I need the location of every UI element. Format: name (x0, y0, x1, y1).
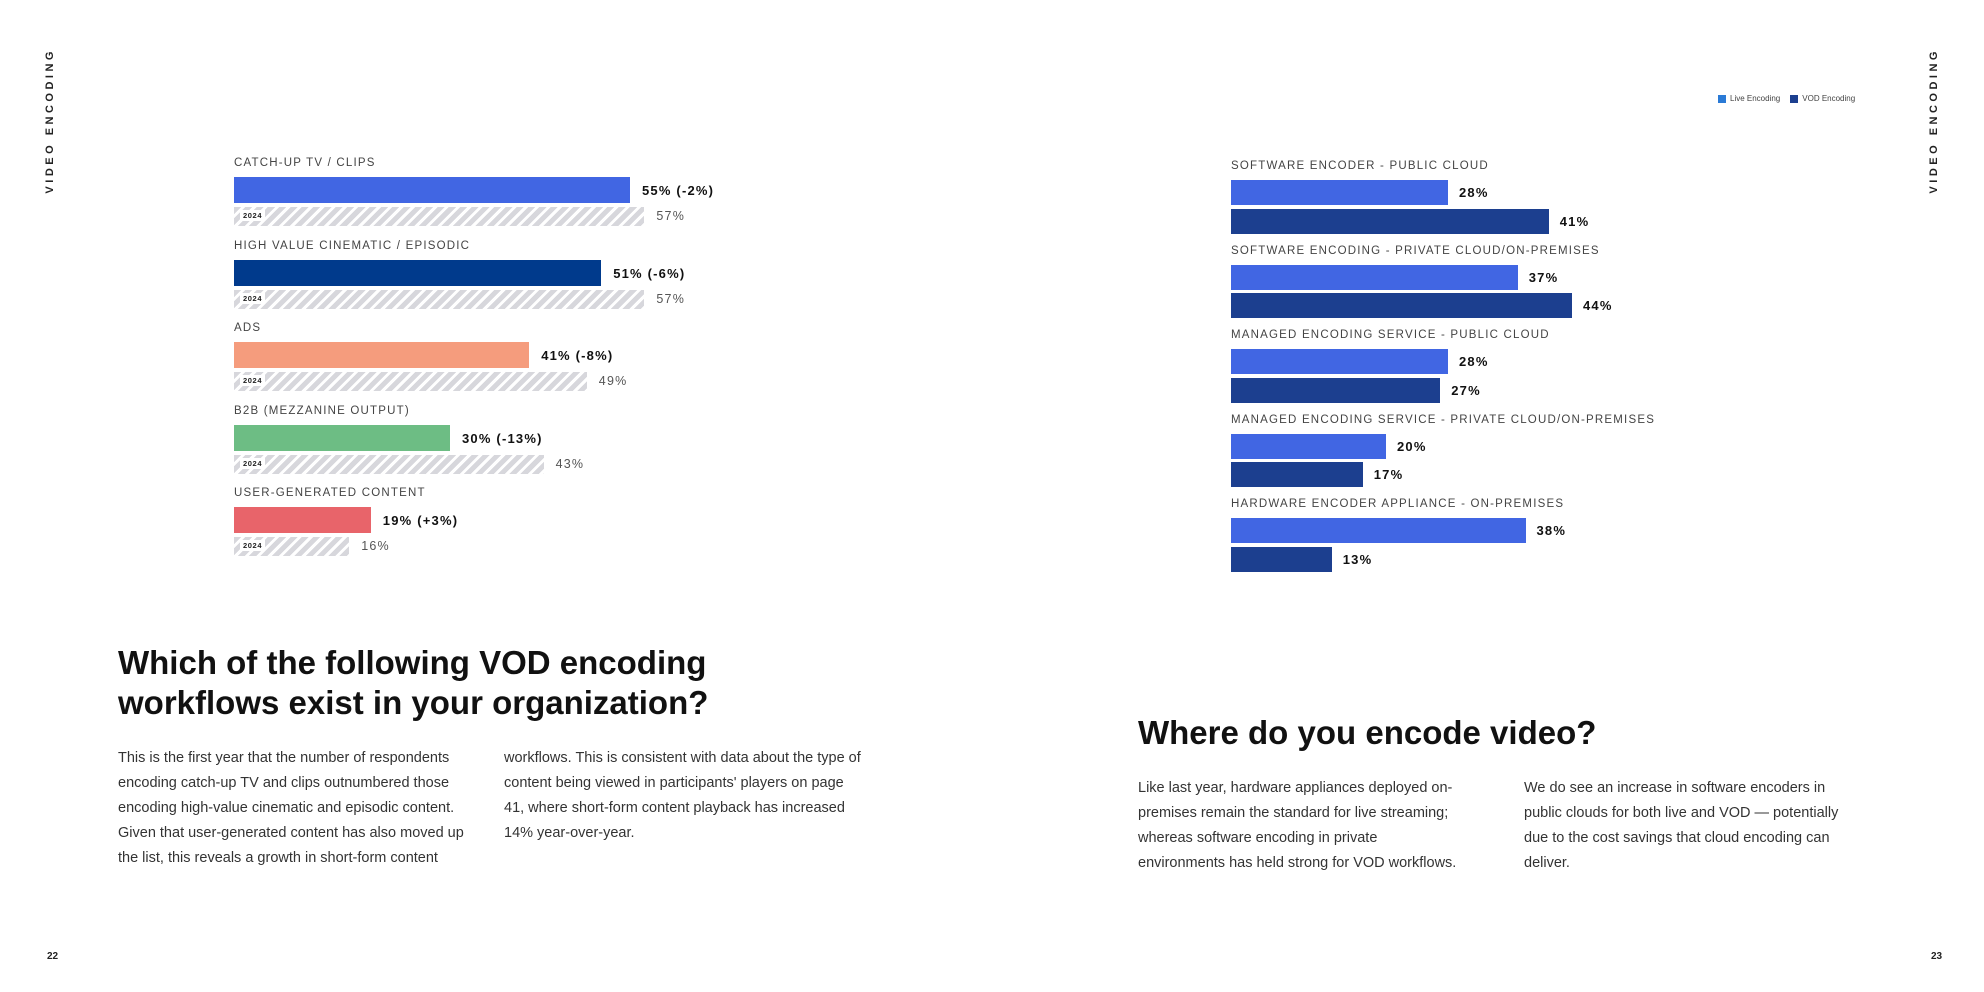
bar-value-label: 17% (1373, 467, 1404, 482)
body-text-right-col2: We do see an increase in software encode… (1524, 780, 1839, 871)
bar-value-label: 55% (-2%) (642, 183, 715, 198)
bar-current (234, 342, 530, 368)
bar-value-label: 44% (1583, 298, 1613, 313)
category-label: HARDWARE ENCODER APPLIANCE - ON-PREMISES (1231, 498, 1565, 510)
category-label: SOFTWARE ENCODING - PRIVATE CLOUD/ON-PRE… (1231, 244, 1600, 257)
bar-current (234, 424, 450, 451)
category-label: SOFTWARE ENCODER - PUBLIC CLOUD (1231, 160, 1489, 172)
chart-legend: Live Encoding VOD Encoding (1718, 94, 1865, 103)
year-tag: 2024 (240, 292, 266, 304)
bar-value-label: 19% (+3%) (382, 513, 459, 528)
bar-2024-value-label: 16% (361, 539, 390, 553)
bar-current (234, 507, 371, 533)
bar-current (234, 259, 602, 286)
category-label: ADS (234, 322, 262, 334)
bar-vod (1231, 208, 1549, 234)
bar-value-label: 30% (-13%) (462, 430, 543, 446)
legend-item-vod: VOD Encoding (1790, 94, 1855, 103)
body-text-left-col1: This is the first year that the number o… (118, 750, 464, 866)
legend-label-vod: VOD Encoding (1802, 94, 1856, 103)
bar-live (1231, 349, 1448, 374)
year-tag: 2024 (240, 457, 266, 469)
category-label: MANAGED ENCODING SERVICE - PUBLIC CLOUD (1231, 329, 1550, 341)
bar-2024-value-label: 49% (598, 374, 628, 388)
bar-value-label: 28% (1459, 354, 1489, 369)
category-label: HIGH VALUE CINEMATIC / EPISODIC (234, 239, 471, 252)
page-number-right: 23 (1931, 951, 1943, 962)
page-title-right: Where do you encode video? (1138, 714, 1597, 751)
bar-2024 (234, 207, 645, 226)
legend-swatch-live (1718, 94, 1726, 103)
bar-value-label: 38% (1536, 523, 1567, 538)
bar-2024 (234, 372, 587, 391)
bar-live (1231, 264, 1518, 290)
category-label: CATCH-UP TV / CLIPS (234, 157, 376, 169)
bar-value-label: 27% (1451, 382, 1481, 398)
section-side-label-left: VIDEO ENCODING (44, 48, 56, 194)
bar-value-label: 28% (1459, 185, 1489, 200)
year-tag: 2024 (240, 210, 266, 221)
year-tag: 2024 (240, 375, 266, 386)
bar-vod (1231, 377, 1441, 403)
bar-2024 (234, 454, 544, 474)
year-tag: 2024 (240, 540, 266, 551)
category-label: USER-GENERATED CONTENT (234, 487, 426, 499)
bar-value-label: 41% (-8%) (541, 348, 614, 363)
page-title-left: Which of the following VOD encoding work… (118, 644, 709, 721)
bar-2024-value-label: 57% (656, 209, 686, 223)
bar-value-label: 20% (1397, 438, 1427, 454)
section-side-label-right: VIDEO ENCODING (1928, 48, 1940, 194)
bar-value-label: 51% (-6%) (613, 265, 686, 281)
legend-item-live: Live Encoding (1718, 94, 1780, 103)
page-number-left: 22 (47, 951, 59, 962)
body-text-right-col1: Like last year, hardware appliances depl… (1138, 780, 1457, 871)
bar-live (1231, 180, 1448, 205)
bar-current (234, 177, 630, 203)
bar-value-label: 13% (1342, 551, 1373, 567)
category-label: B2B (MEZZANINE OUTPUT) (234, 404, 410, 417)
bar-2024-value-label: 57% (656, 291, 686, 306)
body-text-left-col2: workflows. This is consistent with data … (504, 750, 861, 841)
bar-live (1231, 433, 1386, 459)
bar-2024 (234, 289, 645, 309)
bar-value-label: 41% (1559, 213, 1590, 229)
bar-vod (1231, 293, 1572, 318)
bar-vod (1231, 462, 1363, 487)
category-label: MANAGED ENCODING SERVICE - PRIVATE CLOUD… (1231, 413, 1656, 426)
bar-live (1231, 518, 1526, 543)
bar-value-label: 37% (1528, 269, 1559, 285)
legend-swatch-vod (1790, 94, 1799, 103)
bar-2024-value-label: 43% (555, 456, 585, 471)
bar-vod (1231, 546, 1332, 572)
legend-label-live: Live Encoding (1730, 94, 1781, 103)
